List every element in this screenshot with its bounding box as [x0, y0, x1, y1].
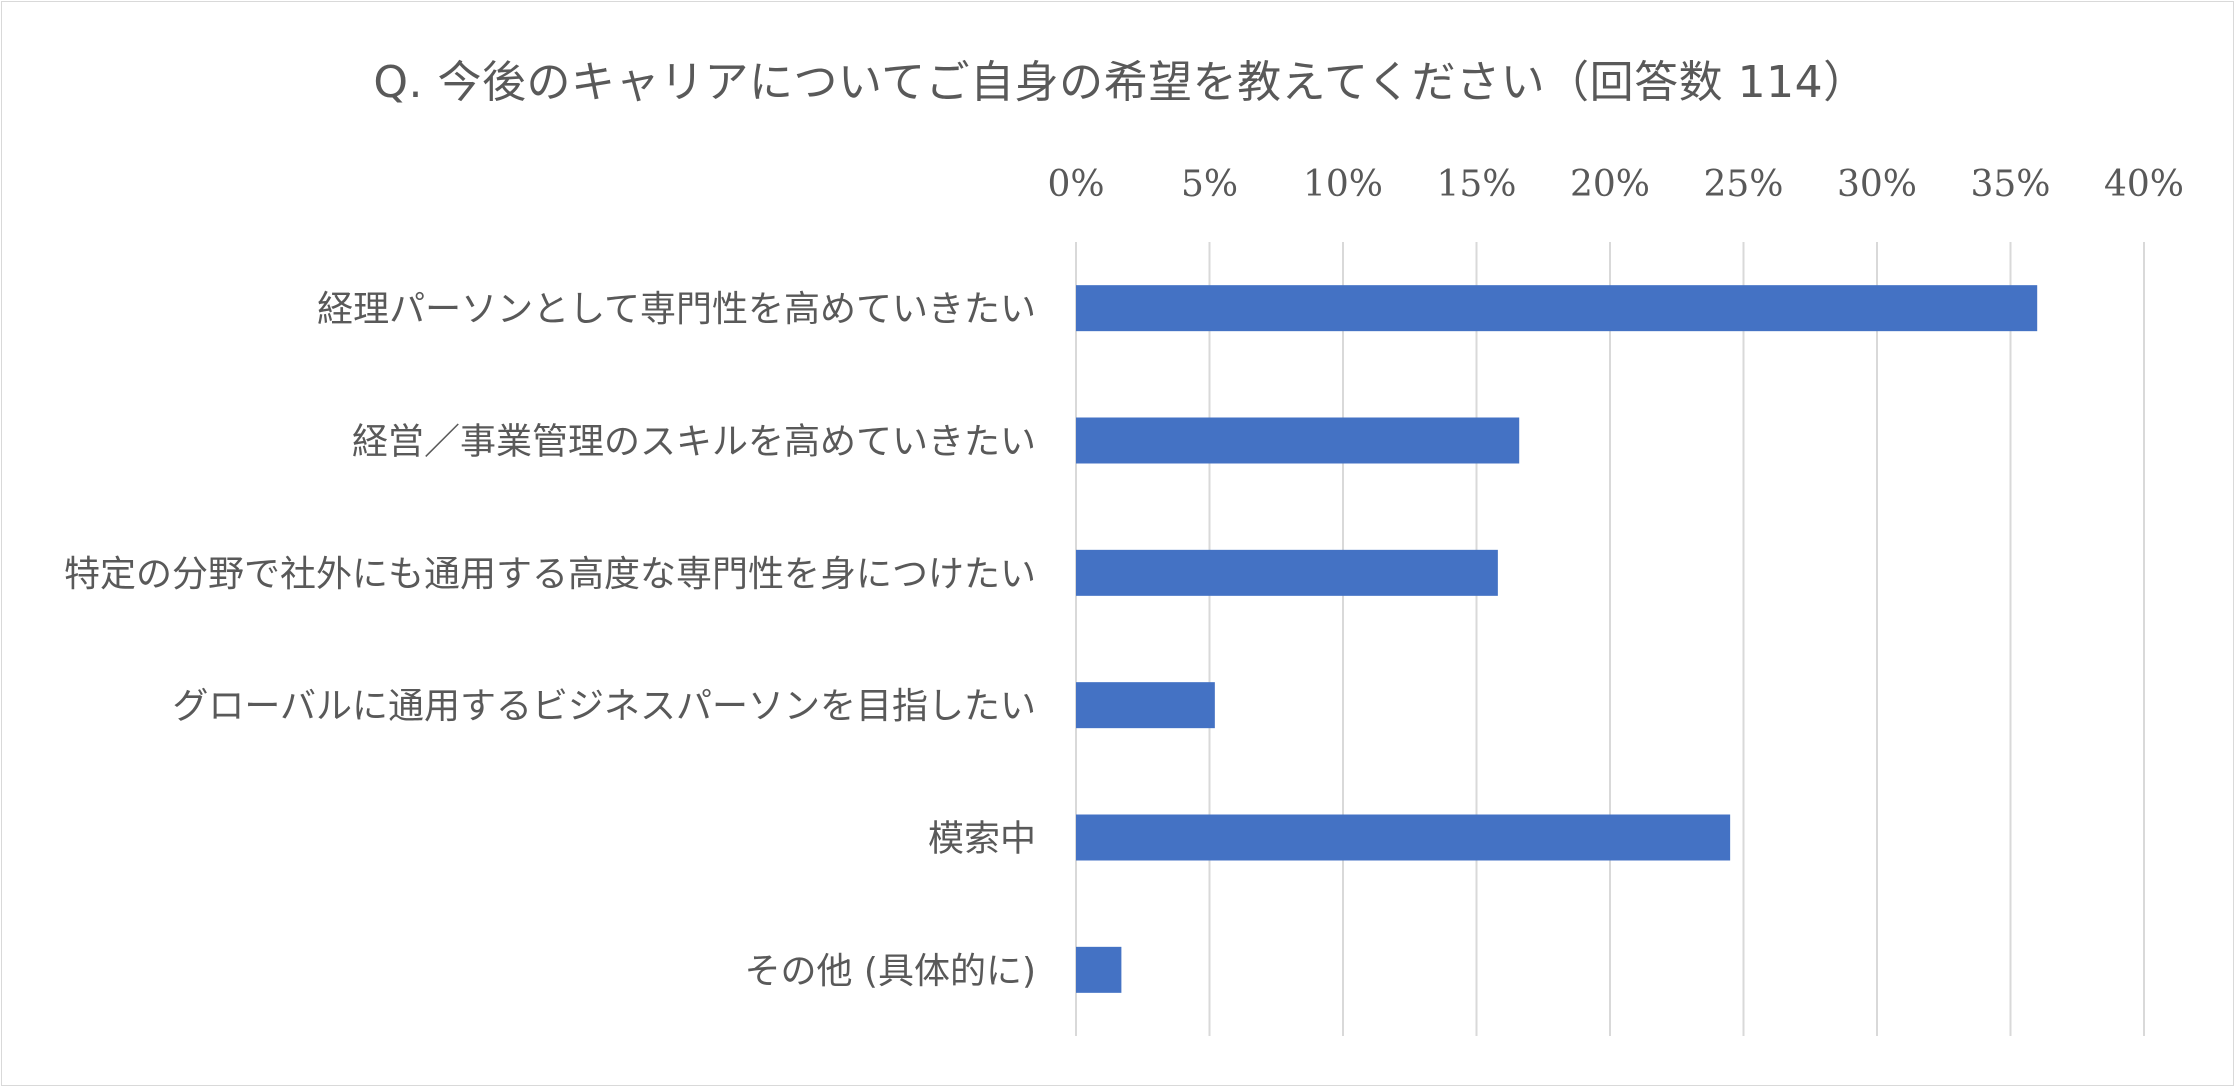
x-tick-label: 0% — [1047, 164, 1104, 205]
category-label: 経理パーソンとして専門性を高めていきたい — [317, 289, 1036, 330]
category-label: 経営／事業管理のスキルを高めていきたい — [352, 422, 1036, 463]
x-tick-label: 20% — [1570, 164, 1650, 205]
category-labels: 経理パーソンとして専門性を高めていきたい経営／事業管理のスキルを高めていきたい特… — [64, 289, 1036, 992]
bar — [1076, 946, 1122, 993]
category-label: 特定の分野で社外にも通用する高度な専門性を身につけたい — [64, 554, 1036, 595]
category-label: その他 (具体的に) — [744, 951, 1036, 992]
bars — [1076, 285, 2038, 993]
bar — [1076, 814, 1731, 861]
bar — [1076, 549, 1498, 596]
category-label: グローバルに通用するビジネスパーソンを目指したい — [172, 686, 1036, 727]
x-tick-label: 25% — [1703, 164, 1783, 205]
x-tick-label: 30% — [1837, 164, 1917, 205]
x-tick-label: 40% — [2104, 164, 2184, 205]
bar — [1076, 285, 2038, 332]
x-tick-label: 15% — [1436, 164, 1516, 205]
x-tick-label: 5% — [1181, 164, 1238, 205]
x-tick-label: 35% — [1970, 164, 2050, 205]
x-tick-labels: 0% 5% 10% 15% 20% 25% 30% 35% 40% — [1047, 164, 2184, 205]
gridlines — [1075, 242, 2145, 1036]
category-label: 模索中 — [928, 819, 1036, 860]
bar — [1076, 682, 1215, 729]
x-tick-label: 10% — [1303, 164, 1383, 205]
bar — [1076, 417, 1520, 464]
chart-title: Q. 今後のキャリアについてご自身の希望を教えてください（回答数 114） — [373, 57, 1868, 108]
